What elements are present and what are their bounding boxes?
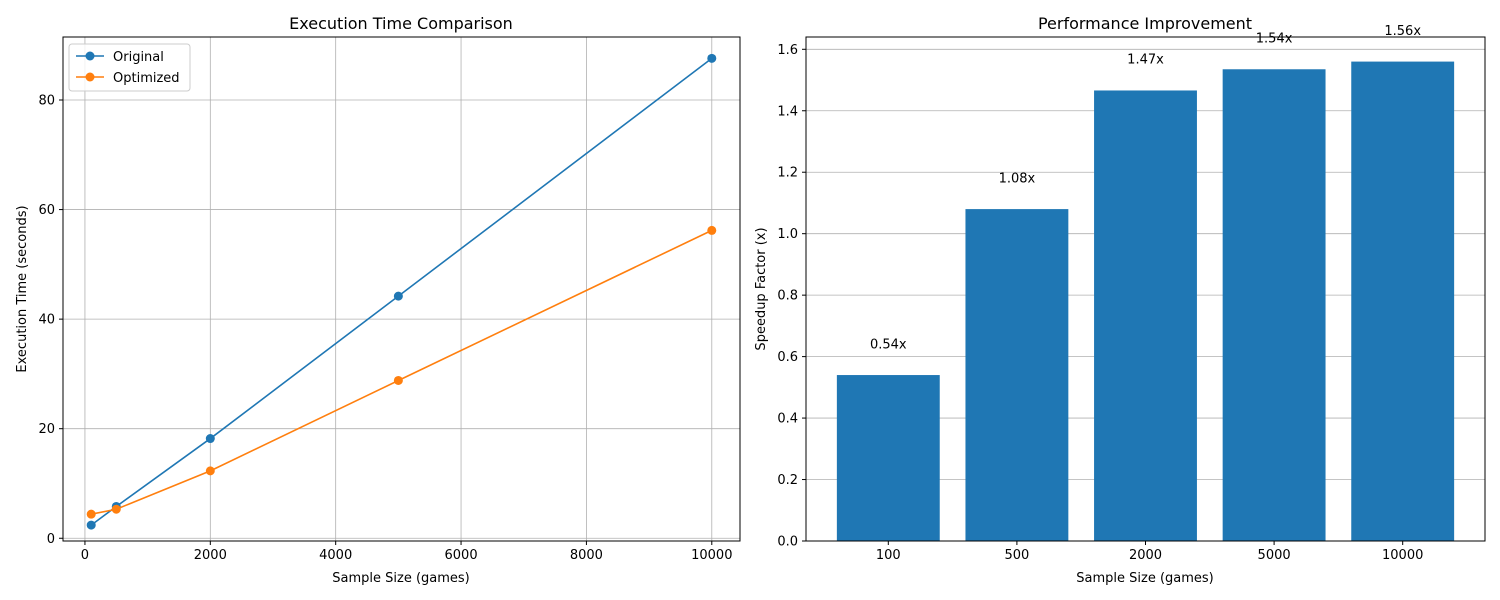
data-point-original	[707, 53, 717, 63]
right-x-tick-label: 5000	[1258, 548, 1291, 563]
left-x-axis-label: Sample Size (games)	[332, 571, 470, 586]
right-y-axis-label: Speedup Factor (x)	[754, 227, 769, 350]
left-y-tick-label: 40	[38, 313, 55, 328]
bar-2000	[1094, 90, 1197, 541]
left-series-group	[86, 53, 717, 530]
bar-value-label: 0.54x	[870, 337, 907, 352]
right-chart-title: Performance Improvement	[1038, 14, 1252, 33]
execution-time-chart: Execution Time Comparison Sample Size (g…	[15, 14, 741, 586]
right-ticks: 0.0 0.2 0.4 0.6 0.8 1.0 1.2 1.4 1.6 100 500 2000 500…	[777, 43, 1423, 563]
right-bars: 0.54x 1.08x 1.47x 1.54x 1.56x	[836, 24, 1455, 542]
left-x-tick-label: 10000	[691, 548, 732, 563]
data-point-optimized	[393, 375, 403, 385]
bar-10000	[1351, 61, 1455, 542]
right-y-tick-label: 0.4	[777, 412, 798, 427]
left-legend: Original Optimized	[68, 43, 191, 92]
data-point-optimized	[111, 504, 121, 514]
series-line-optimized	[91, 229, 713, 515]
bar-5000	[1222, 69, 1326, 541]
right-y-tick-label: 0.8	[777, 289, 798, 304]
data-point-original	[86, 520, 96, 530]
series-line-original	[90, 57, 713, 526]
left-x-tick-label: 6000	[445, 548, 478, 563]
speedup-chart: Performance Improvement Sample Size (gam…	[754, 14, 1486, 586]
left-plot-frame	[62, 36, 741, 542]
bar-value-label: 1.54x	[1256, 32, 1293, 47]
bar-500	[965, 209, 1069, 541]
right-x-tick-label: 500	[1004, 548, 1029, 563]
bar-100	[836, 375, 940, 541]
right-x-tick-label: 2000	[1129, 548, 1162, 563]
right-x-axis-label: Sample Size (games)	[1076, 571, 1214, 586]
data-point-original	[393, 291, 403, 301]
right-x-tick-label: 100	[876, 548, 901, 563]
data-point-optimized	[205, 466, 215, 476]
left-y-axis-label: Execution Time (seconds)	[15, 205, 30, 372]
right-y-tick-label: 1.2	[777, 166, 798, 181]
legend-label-original: Original	[113, 50, 164, 65]
left-y-tick-label: 60	[38, 203, 55, 218]
bar-value-label: 1.56x	[1384, 24, 1421, 39]
right-x-tick-label: 10000	[1382, 548, 1423, 563]
left-chart-title: Execution Time Comparison	[289, 14, 513, 33]
legend-label-optimized: Optimized	[113, 71, 180, 86]
data-point-optimized	[707, 225, 717, 235]
right-y-tick-label: 0.2	[777, 473, 798, 488]
bar-value-label: 1.47x	[1127, 53, 1164, 68]
right-y-tick-label: 0.0	[777, 535, 798, 550]
left-x-tick-label: 0	[81, 548, 89, 563]
data-point-optimized	[86, 509, 96, 519]
left-y-tick-label: 20	[38, 422, 55, 437]
right-y-tick-label: 1.6	[777, 43, 798, 58]
left-x-tick-label: 8000	[570, 548, 603, 563]
left-y-tick-label: 80	[38, 94, 55, 109]
left-ticks: 0 2000 4000 6000 8000 10000 0 20 40 60 80	[38, 94, 732, 564]
left-y-tick-label: 0	[47, 532, 55, 547]
right-plot-frame	[805, 36, 1486, 542]
bar-value-label: 1.08x	[999, 171, 1036, 186]
right-y-tick-label: 1.0	[777, 227, 798, 242]
legend-marker-original	[85, 51, 95, 61]
right-y-tick-label: 1.4	[777, 104, 798, 119]
right-y-tick-label: 0.6	[777, 350, 798, 365]
left-x-tick-label: 2000	[194, 548, 227, 563]
data-point-original	[205, 434, 215, 444]
left-grid	[63, 37, 740, 541]
left-x-tick-label: 4000	[319, 548, 352, 563]
legend-marker-optimized	[85, 72, 95, 82]
